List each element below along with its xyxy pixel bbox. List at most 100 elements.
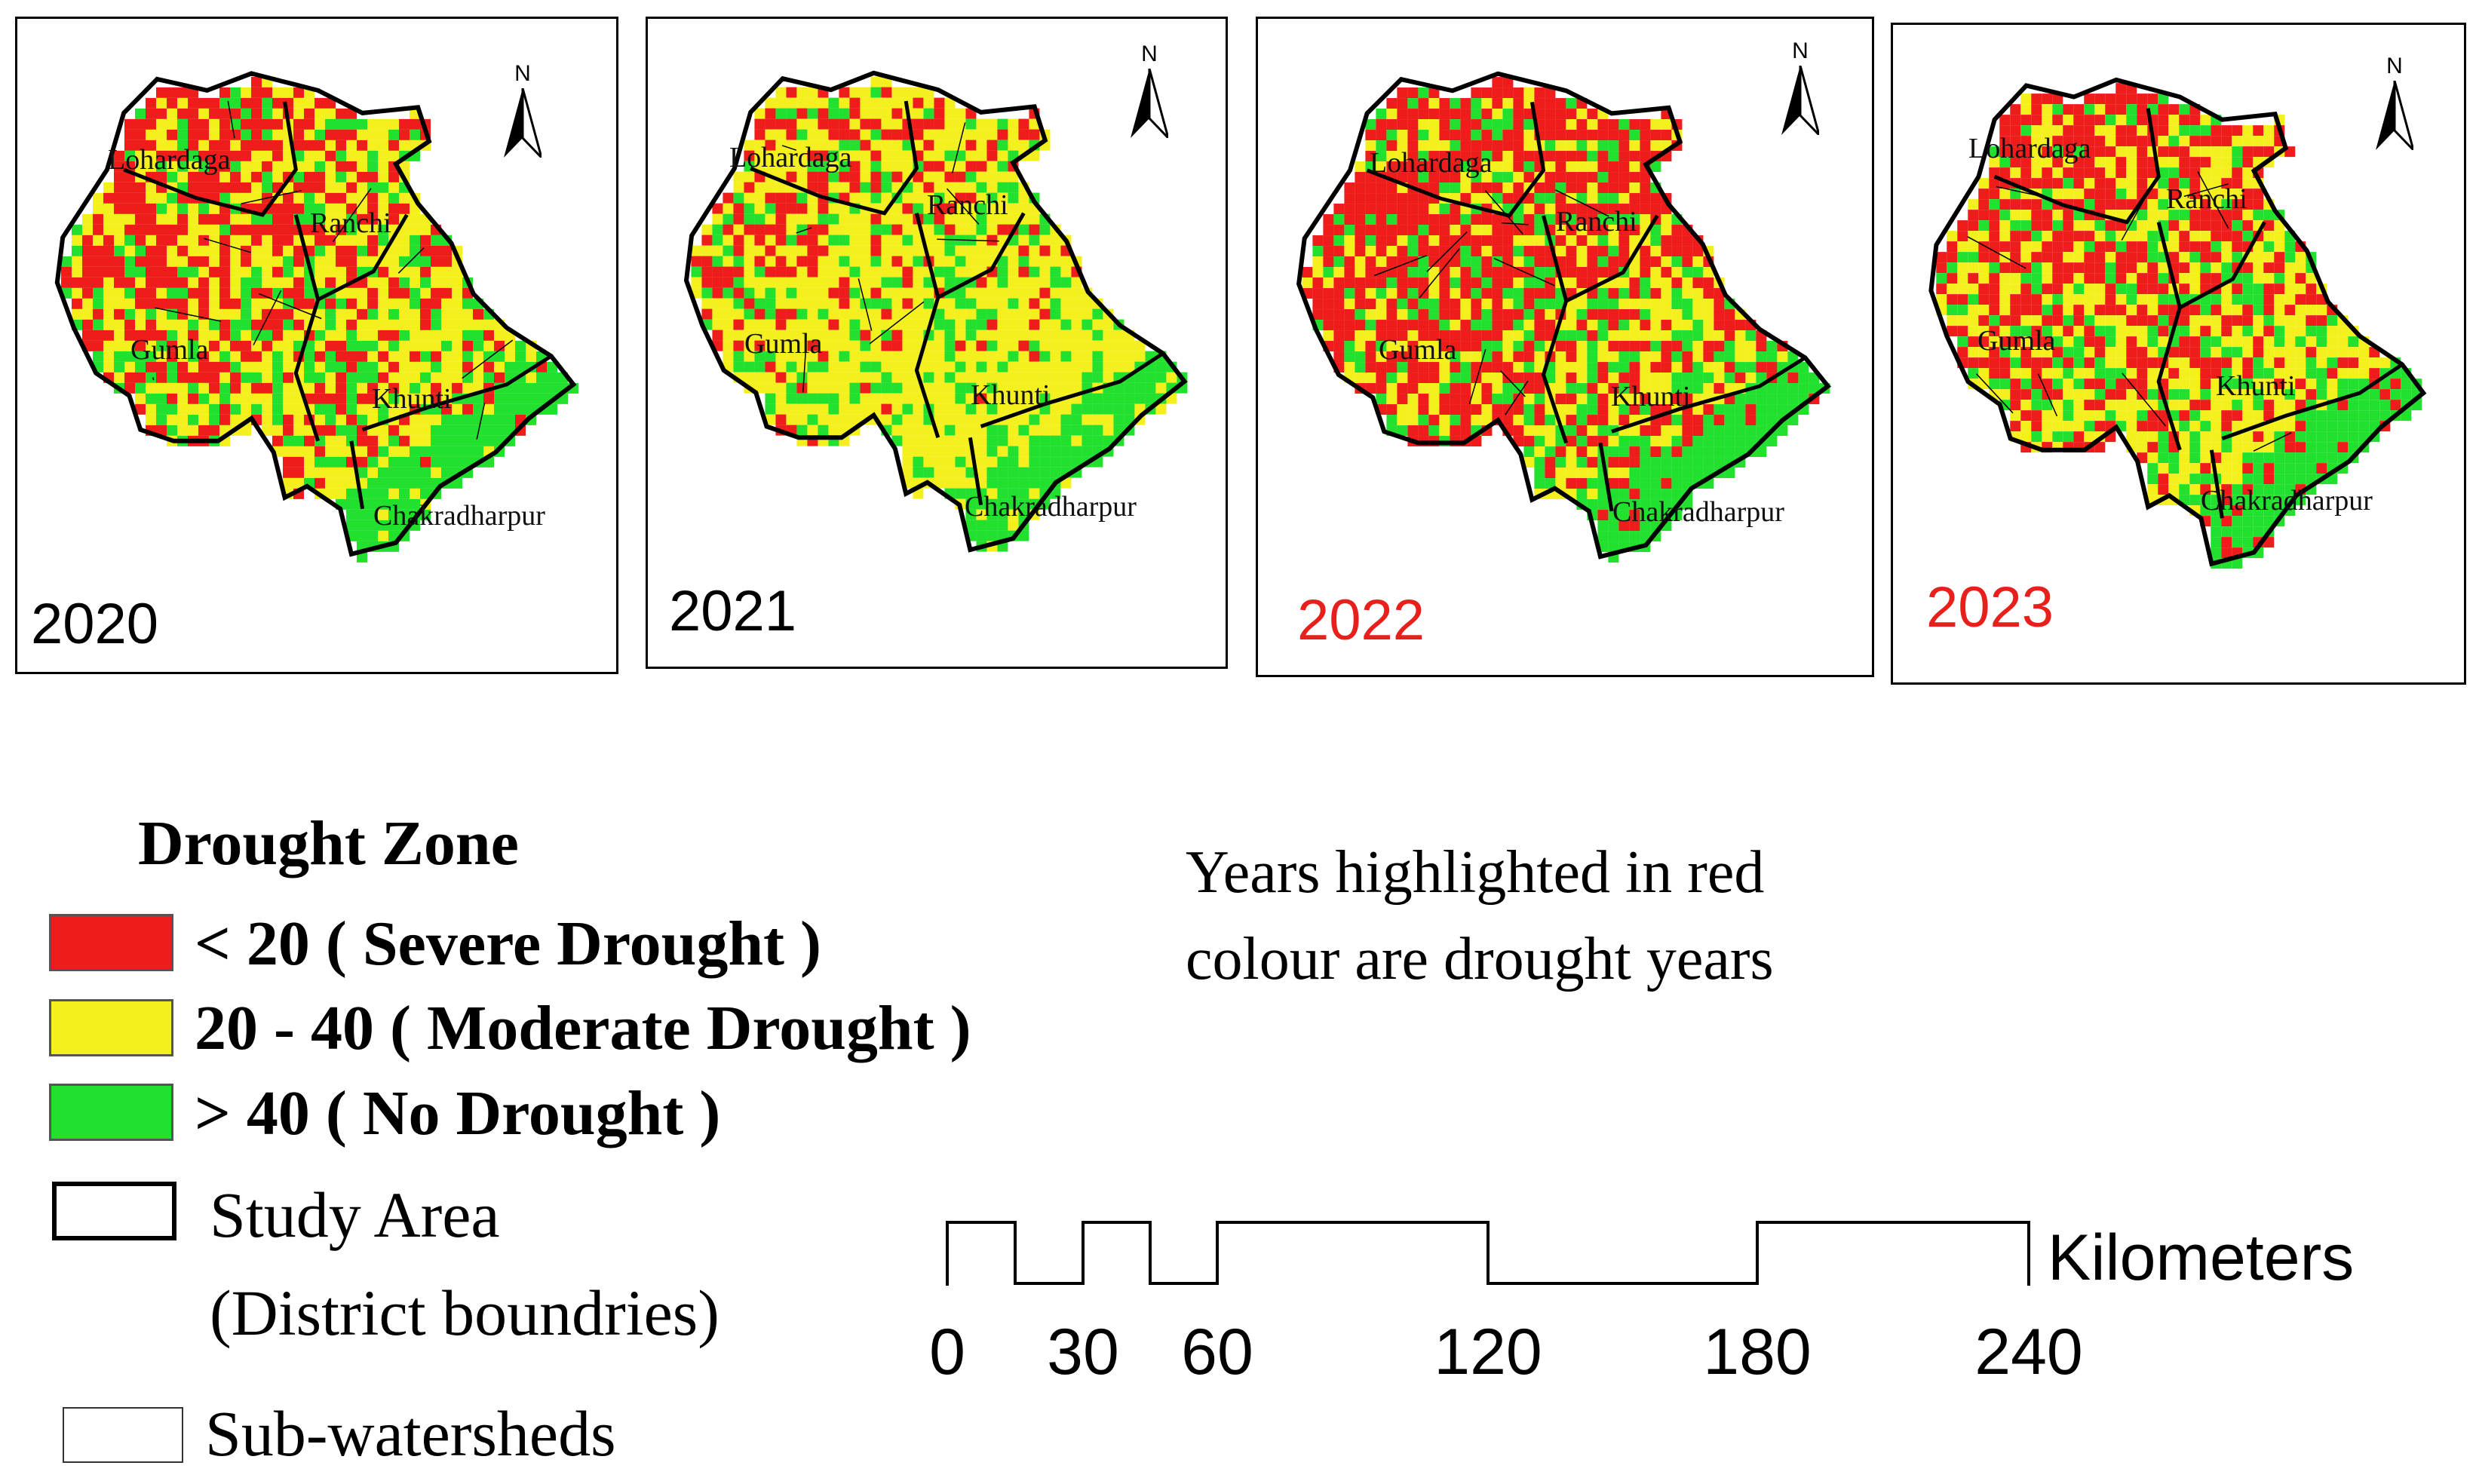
raster-cell [1155, 382, 1167, 394]
raster-cell [378, 361, 388, 373]
raster-cell [997, 161, 1008, 172]
raster-cell [388, 403, 399, 415]
raster-cell [251, 150, 262, 161]
raster-cell [241, 319, 251, 330]
raster-cell [1124, 393, 1135, 404]
raster-cell [2189, 305, 2201, 316]
raster-cell [251, 340, 262, 351]
raster-cell [754, 330, 766, 341]
raster-cell [378, 298, 388, 309]
raster-cell [378, 351, 388, 362]
raster-cell [1661, 415, 1672, 426]
raster-cell [796, 330, 808, 341]
raster-cell [965, 171, 977, 182]
raster-cell [1629, 457, 1640, 468]
raster-cell [388, 308, 399, 320]
year-label: 2021 [669, 579, 797, 643]
raster-cell [1682, 309, 1693, 320]
raster-cell [82, 308, 93, 320]
raster-cell [1587, 425, 1598, 437]
raster-cell [1029, 435, 1040, 446]
raster-cell [807, 87, 818, 98]
raster-cell [124, 256, 135, 267]
raster-cell [1008, 256, 1019, 267]
raster-cell [2221, 167, 2232, 179]
raster-cell [1513, 130, 1524, 141]
raster-cell [314, 224, 325, 235]
raster-cell [944, 129, 956, 140]
raster-cell [198, 287, 209, 299]
raster-cell [272, 118, 283, 130]
raster-cell [2295, 389, 2306, 400]
raster-cell [346, 403, 357, 415]
raster-cell [2094, 231, 2106, 242]
sub-watershed-line [204, 238, 252, 253]
raster-cell [304, 435, 314, 446]
raster-cell [1576, 193, 1588, 204]
raster-cell [870, 140, 882, 151]
raster-cell [1092, 330, 1103, 341]
raster-cell [1492, 214, 1503, 225]
raster-cell [997, 456, 1008, 468]
raster-cell [2211, 273, 2222, 284]
raster-cell [986, 298, 998, 309]
raster-cell [410, 287, 420, 299]
raster-cell [1428, 182, 1440, 194]
raster-cell [1492, 98, 1503, 109]
raster-cell [1481, 267, 1493, 278]
raster-cell [1376, 351, 1387, 363]
raster-cell [2042, 410, 2053, 422]
raster-cell [1756, 415, 1767, 426]
raster-cell [1397, 235, 1408, 247]
raster-cell [1365, 330, 1376, 342]
raster-cell [230, 277, 241, 288]
raster-cell [367, 498, 378, 510]
raster-cell [2115, 368, 2127, 379]
raster-cell [2115, 410, 2127, 422]
raster-cell [1661, 425, 1672, 437]
raster-cell [198, 182, 209, 193]
raster-cell [775, 403, 787, 415]
raster-cell [1629, 394, 1640, 405]
raster-cell [378, 319, 388, 330]
raster-cell [1008, 213, 1019, 225]
raster-cell [219, 97, 230, 109]
raster-cell [2200, 410, 2211, 422]
raster-cell [934, 372, 945, 383]
north-label: N [514, 61, 531, 86]
raster-cell [2200, 210, 2211, 221]
raster-cell [156, 150, 167, 161]
raster-cell [1428, 394, 1440, 405]
raster-cell [1029, 372, 1040, 383]
raster-cell [1661, 394, 1672, 405]
raster-cell [1323, 299, 1334, 310]
raster-cell [1534, 330, 1545, 342]
raster-cell [1418, 394, 1429, 405]
raster-cell [346, 266, 357, 277]
raster-cell [1365, 140, 1376, 152]
raster-cell [1999, 336, 2011, 348]
raster-cell [2094, 199, 2106, 210]
raster-cell [420, 361, 431, 373]
raster-cell [420, 351, 431, 362]
raster-cell [1050, 319, 1061, 330]
raster-cell [1039, 435, 1051, 446]
raster-cell [177, 97, 188, 109]
raster-cell [388, 351, 399, 362]
raster-cell [1407, 193, 1419, 204]
raster-cell [114, 256, 124, 267]
raster-cell [913, 298, 924, 309]
raster-cell [283, 203, 293, 214]
raster-cell [2242, 178, 2254, 189]
raster-cell [241, 340, 251, 351]
raster-cell [870, 150, 882, 161]
raster-cell [2094, 379, 2106, 390]
raster-cell [2306, 315, 2317, 327]
raster-cell [701, 287, 713, 299]
raster-cell [2274, 368, 2285, 379]
raster-cell [1502, 130, 1514, 141]
raster-cell [293, 203, 304, 214]
raster-cell [997, 382, 1008, 394]
raster-cell [1439, 299, 1450, 310]
raster-cell [1407, 299, 1419, 310]
